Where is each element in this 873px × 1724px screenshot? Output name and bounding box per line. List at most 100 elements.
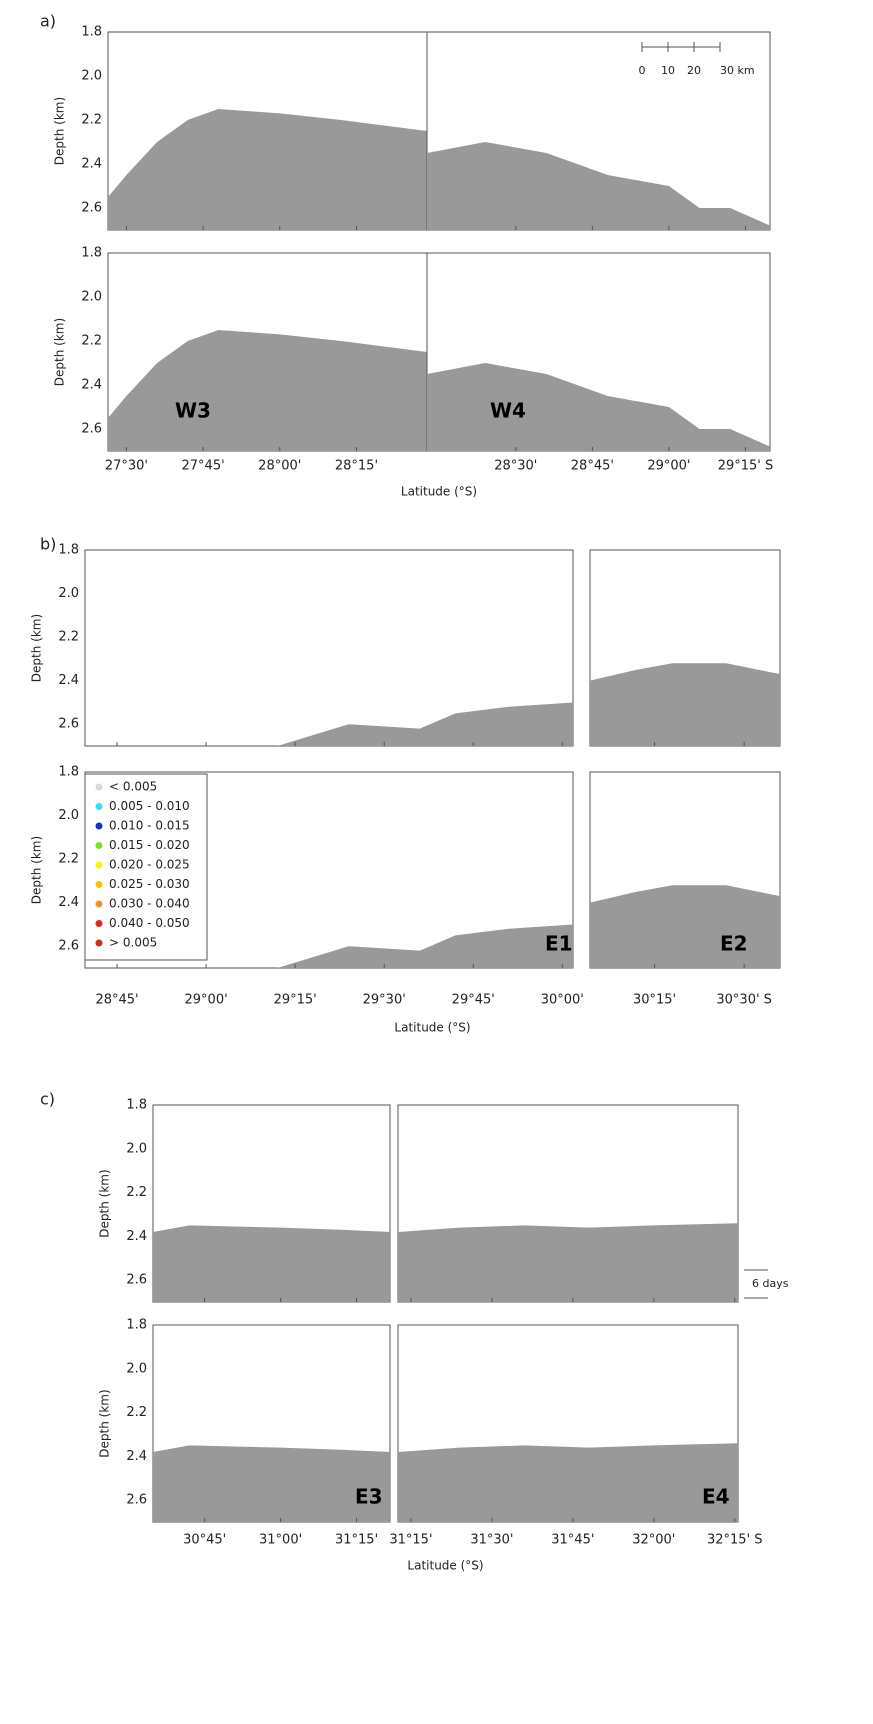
legend-swatch (95, 881, 103, 888)
y-tick-label: 2.4 (81, 378, 102, 393)
legend-entry: 0.025 - 0.030 (109, 877, 190, 891)
seafloor-area (108, 109, 427, 230)
y-tick-label: 2.4 (81, 157, 102, 172)
y-tick-label: 1.8 (58, 543, 79, 558)
legend-swatch (95, 920, 103, 927)
x-tick-label: 32°00' (632, 1533, 675, 1548)
y-tick-label: 2.0 (81, 69, 102, 84)
track-label: W3 (175, 399, 211, 423)
track-label: E1 (545, 932, 573, 956)
y-tick-label: 2.4 (58, 895, 79, 910)
scale-label: 20 (687, 64, 701, 77)
legend-swatch (95, 803, 103, 810)
y-tick-label: 2.2 (81, 113, 102, 128)
seafloor-area (153, 1445, 390, 1522)
y-tick-label: 2.6 (126, 1493, 147, 1508)
legend-swatch (95, 861, 103, 869)
seafloor-area (398, 1223, 738, 1302)
legend-entry: 0.040 - 0.050 (109, 916, 190, 930)
legend-entry: 0.010 - 0.015 (109, 819, 190, 833)
x-tick-label: 32°15' S (707, 1533, 763, 1548)
y-tick-label: 2.6 (58, 939, 79, 954)
legend-entry: 0.020 - 0.025 (109, 858, 190, 872)
x-tick-label: 28°45' (95, 993, 138, 1008)
x-tick-label: 28°00' (258, 459, 301, 474)
y-tick-label: 2.2 (81, 334, 102, 349)
seafloor-area (108, 330, 427, 451)
x-tick-label: 27°30' (105, 459, 148, 474)
x-axis-label: Latitude (°S) (394, 1021, 470, 1035)
y-tick-label: 2.0 (126, 1361, 147, 1376)
panel-label: a) (40, 12, 56, 31)
scale-label: 30 km (720, 64, 755, 77)
x-tick-label: 29°30' (363, 993, 406, 1008)
y-tick-label: 2.6 (81, 422, 102, 437)
track-label: E2 (720, 932, 748, 956)
y-axis-label: Depth (km) (30, 836, 44, 904)
y-tick-label: 2.0 (126, 1141, 147, 1156)
y-tick-label: 2.6 (126, 1273, 147, 1288)
x-tick-label: 31°00' (259, 1533, 302, 1548)
y-tick-label: 2.6 (81, 201, 102, 216)
y-tick-label: 1.8 (126, 1098, 147, 1113)
x-tick-label: 28°45' (571, 459, 614, 474)
y-tick-label: 1.8 (58, 765, 79, 780)
annotation: 6 days (752, 1277, 789, 1290)
seafloor-area (153, 1225, 390, 1302)
legend-swatch (95, 822, 103, 830)
y-tick-label: 2.0 (81, 290, 102, 305)
legend-entry: < 0.005 (109, 780, 157, 794)
x-tick-label: 29°15' (274, 993, 317, 1008)
seafloor-area (590, 663, 780, 746)
x-tick-label: 31°45' (551, 1533, 594, 1548)
x-tick-label: 27°45' (182, 459, 225, 474)
x-tick-label: 28°15' (335, 459, 378, 474)
x-tick-label: 29°00' (647, 459, 690, 474)
seafloor-area (85, 702, 573, 746)
y-tick-label: 2.0 (58, 808, 79, 823)
y-axis-label: Depth (km) (98, 1169, 112, 1237)
track-label: E4 (702, 1485, 730, 1509)
y-tick-label: 1.8 (81, 25, 102, 40)
y-tick-label: 2.4 (126, 1449, 147, 1464)
panel-label: c) (40, 1090, 55, 1109)
x-axis-label: Latitude (°S) (401, 485, 477, 499)
track-label: W4 (490, 399, 526, 423)
y-tick-label: 2.2 (58, 630, 79, 645)
y-axis-label: Depth (km) (30, 614, 44, 682)
x-tick-label: 28°30' (494, 459, 537, 474)
legend-box (84, 773, 208, 961)
x-tick-label: 31°15' (335, 1533, 378, 1548)
seafloor-area (590, 885, 780, 968)
legend-entry: 0.015 - 0.020 (109, 838, 190, 852)
legend-entry: 0.030 - 0.040 (109, 897, 190, 911)
y-tick-label: 2.6 (58, 717, 79, 732)
track-label: E3 (355, 1485, 383, 1509)
y-tick-label: 2.2 (58, 852, 79, 867)
seafloor-area (398, 1443, 738, 1522)
x-tick-label: 29°15' S (718, 459, 774, 474)
y-tick-label: 2.2 (126, 1405, 147, 1420)
x-tick-label: 30°15' (633, 993, 676, 1008)
scale-label: 10 (661, 64, 675, 77)
scale-label: 0 (639, 64, 646, 77)
legend-swatch (95, 939, 103, 947)
legend-swatch (95, 900, 103, 908)
x-tick-label: 29°00' (185, 993, 228, 1008)
y-axis-label: Depth (km) (53, 97, 67, 165)
legend-swatch (95, 842, 103, 849)
y-tick-label: 1.8 (126, 1318, 147, 1333)
y-axis-label: Depth (km) (98, 1389, 112, 1457)
x-tick-label: 30°45' (183, 1533, 226, 1548)
x-tick-label: 31°30' (470, 1533, 513, 1548)
x-tick-label: 30°30' S (716, 993, 772, 1008)
x-axis-label: Latitude (°S) (407, 1559, 483, 1573)
y-tick-label: 1.8 (81, 246, 102, 261)
legend-entry: > 0.005 (109, 936, 157, 950)
x-tick-label: 30°00' (541, 993, 584, 1008)
y-tick-label: 2.4 (58, 673, 79, 688)
legend-swatch (95, 783, 103, 791)
y-axis-label: Depth (km) (53, 318, 67, 386)
